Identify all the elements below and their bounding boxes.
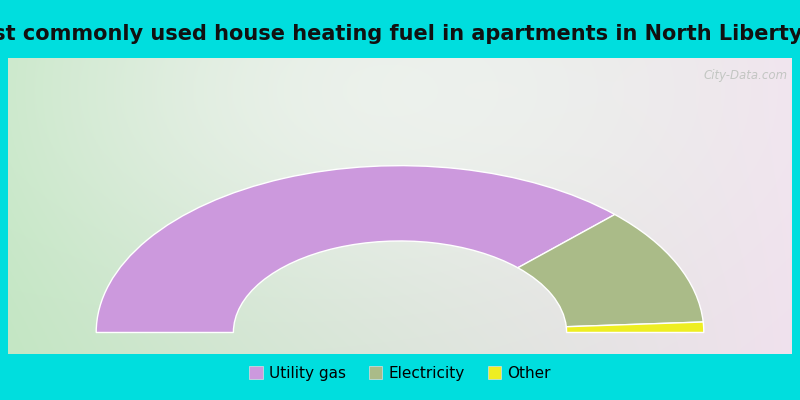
Wedge shape — [566, 322, 704, 332]
Text: City-Data.com: City-Data.com — [704, 69, 788, 82]
Wedge shape — [96, 166, 615, 332]
Legend: Utility gas, Electricity, Other: Utility gas, Electricity, Other — [243, 360, 557, 387]
Wedge shape — [518, 214, 703, 327]
Text: Most commonly used house heating fuel in apartments in North Liberty, IN: Most commonly used house heating fuel in… — [0, 24, 800, 44]
